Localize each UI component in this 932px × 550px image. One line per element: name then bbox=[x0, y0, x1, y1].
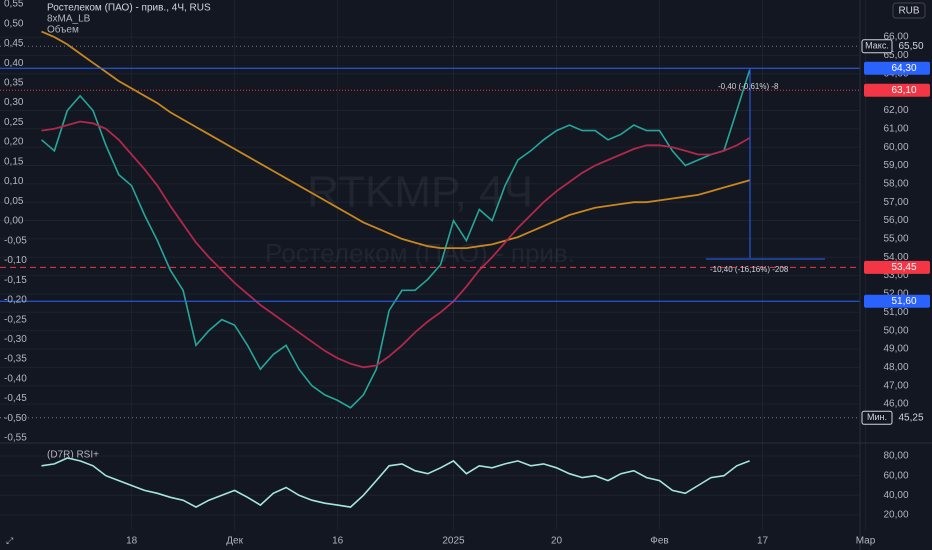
y-tick-label: 51,00 bbox=[883, 307, 908, 318]
y-tick-label: 60,00 bbox=[883, 142, 908, 153]
y2-tick-label: 0,35 bbox=[4, 78, 24, 89]
y-tick-label: 62,00 bbox=[883, 105, 908, 116]
level-label: 64,30 bbox=[891, 63, 916, 74]
y2-tick-label: -0,15 bbox=[4, 275, 27, 286]
y2-tick-label: 0,50 bbox=[4, 18, 24, 29]
y2-tick-label: -0,55 bbox=[4, 433, 27, 444]
indicator-label: Объем bbox=[47, 24, 79, 36]
y2-tick-label: 0,20 bbox=[4, 137, 24, 148]
rsi-tick-label: 20,00 bbox=[883, 510, 908, 521]
y-tick-label: 54,00 bbox=[883, 252, 908, 263]
marker-label: 65,50 bbox=[898, 41, 923, 52]
x-tick-label: 2025 bbox=[442, 536, 465, 547]
level-label-box bbox=[864, 260, 930, 274]
y-tick-label: 53,00 bbox=[883, 270, 908, 281]
x-tick-label: 17 bbox=[757, 536, 769, 547]
y-tick-label: 52,00 bbox=[883, 289, 908, 300]
rsi-tick-label: 60,00 bbox=[883, 470, 908, 481]
y-tick-label: 50,00 bbox=[883, 325, 908, 336]
series-line bbox=[40, 69, 751, 409]
level-label: 63,10 bbox=[891, 85, 916, 96]
y-tick-label: 48,00 bbox=[883, 362, 908, 373]
annotation: -0,40 (-0,61%) -8 bbox=[718, 82, 779, 91]
indicator-label: 8xMA_LB bbox=[47, 14, 91, 25]
marker-name: Мин. bbox=[867, 412, 887, 422]
y-tick-label: 56,00 bbox=[883, 215, 908, 226]
level-label: 51,60 bbox=[891, 296, 916, 307]
rsi-tick-label: 40,00 bbox=[883, 490, 908, 501]
marker-name-box bbox=[861, 39, 893, 54]
y2-tick-label: 0,45 bbox=[4, 38, 24, 49]
y2-tick-label: -0,30 bbox=[4, 334, 27, 345]
y2-tick-label: 0,00 bbox=[4, 216, 24, 227]
x-tick-label: 16 bbox=[332, 536, 344, 547]
y2-tick-label: -0,50 bbox=[4, 413, 27, 424]
y2-tick-label: -0,35 bbox=[4, 354, 27, 365]
y2-tick-label: 0,05 bbox=[4, 196, 24, 207]
watermark-subtitle: Ростелеком (ПАО) - прив. bbox=[265, 238, 575, 268]
y2-tick-label: 0,30 bbox=[4, 97, 24, 108]
level-label-box bbox=[864, 294, 930, 308]
y-tick-label: 55,00 bbox=[883, 234, 908, 245]
chart-title: Ростелеком (ПАО) - прив., 4Ч, RUS bbox=[47, 3, 211, 14]
marker-name: Макс. bbox=[865, 41, 889, 51]
series-line bbox=[41, 30, 750, 249]
x-tick-label: Мар bbox=[856, 536, 876, 547]
rsi-title: (D7R) RSI+ bbox=[47, 450, 99, 461]
series-line bbox=[41, 457, 750, 509]
y-tick-label: 57,00 bbox=[883, 197, 908, 208]
y2-tick-label: 0,25 bbox=[4, 117, 24, 128]
x-tick-label: 20 bbox=[551, 536, 563, 547]
rsi-tick-label: 80,00 bbox=[883, 451, 908, 462]
y2-tick-label: -0,45 bbox=[4, 393, 27, 404]
y-tick-label: 59,00 bbox=[883, 160, 908, 171]
y2-tick-label: -0,05 bbox=[4, 235, 27, 246]
currency[interactable]: RUB bbox=[898, 6, 919, 17]
y2-tick-label: 0,15 bbox=[4, 156, 24, 167]
y-tick-label: 49,00 bbox=[883, 344, 908, 355]
marker-name-box bbox=[861, 410, 893, 425]
zoom-icon[interactable]: ⤢ bbox=[5, 535, 13, 545]
currency-button[interactable] bbox=[892, 2, 926, 19]
y2-tick-label: -0,25 bbox=[4, 314, 27, 325]
plot-layer bbox=[0, 30, 860, 509]
y-tick-label: 46,00 bbox=[883, 399, 908, 410]
y2-tick-label: 0,55 bbox=[4, 0, 24, 10]
level-label: 53,45 bbox=[891, 262, 916, 273]
series-line bbox=[41, 120, 751, 369]
y2-tick-label: 0,10 bbox=[4, 176, 24, 187]
y-tick-label: 65,00 bbox=[883, 50, 908, 61]
x-tick-label: Дек bbox=[226, 536, 243, 547]
y-tick-label: 66,00 bbox=[883, 32, 908, 43]
y-tick-label: 58,00 bbox=[883, 178, 908, 189]
level-label-box bbox=[864, 83, 930, 97]
y2-tick-label: -0,20 bbox=[4, 295, 27, 306]
y-tick-label: 47,00 bbox=[883, 380, 908, 391]
y2-tick-label: -0,40 bbox=[4, 373, 27, 384]
marker-label: 45,25 bbox=[898, 412, 923, 423]
x-tick-label: Фев bbox=[650, 536, 668, 547]
watermark: RTKMP, 4Ч bbox=[307, 168, 533, 217]
annotation: -10,40 (-16,16%) -208 bbox=[710, 265, 789, 274]
y-tick-label: 61,00 bbox=[883, 123, 908, 134]
level-label-box bbox=[864, 61, 930, 75]
x-tick-label: 18 bbox=[126, 536, 138, 547]
y2-tick-label: 0,40 bbox=[4, 58, 24, 69]
y2-tick-label: -0,10 bbox=[4, 255, 27, 266]
